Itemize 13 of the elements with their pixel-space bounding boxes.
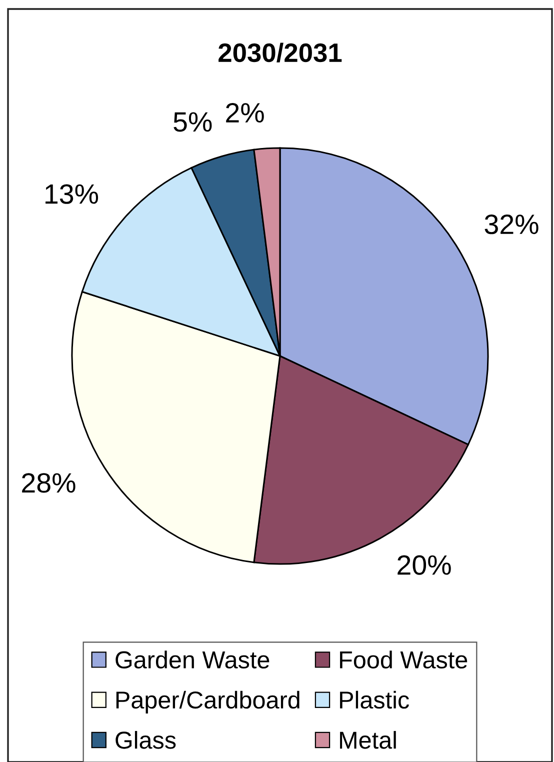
legend-label: Food Waste: [340, 650, 468, 669]
chart-title: 2030/2031: [218, 42, 342, 62]
data-label: 2%: [226, 102, 264, 123]
data-label: 32%: [484, 214, 538, 234]
legend-label: Plastic: [340, 690, 410, 709]
data-label: 13%: [46, 184, 98, 204]
data-label: 28%: [22, 473, 76, 493]
legend-label: Paper/Cardboard: [116, 690, 300, 714]
data-label: 20%: [398, 555, 451, 575]
legend-label: Glass: [116, 730, 176, 749]
data-label: 5%: [174, 112, 212, 132]
legend-label: Garden Waste: [116, 650, 270, 669]
legend-label: Metal: [340, 730, 396, 749]
